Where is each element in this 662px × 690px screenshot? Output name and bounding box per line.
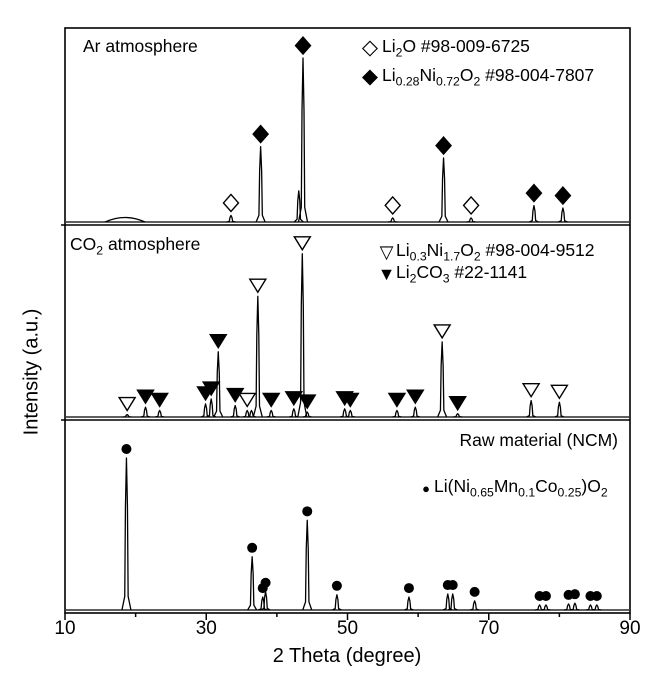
- open-triangle-down-icon: ▽: [379, 242, 394, 262]
- y-axis-label: Intensity (a.u.): [20, 308, 43, 436]
- legend-co2-panel: ▽ Li0.3Ni1.7O2 #98-004-9512 ▼ Li2CO3 #22…: [377, 240, 595, 286]
- filled-triangle-down-icon: ▼: [377, 264, 396, 284]
- x-tick-label-90: 90: [619, 618, 641, 639]
- panel-label-ar-atmosphere: Ar atmosphere: [83, 36, 198, 56]
- panel-label-co2-atmosphere: CO2 atmosphere: [70, 234, 201, 258]
- legend-label-li2co3: Li2CO3 #22-1141: [396, 262, 528, 286]
- x-tick-label-50: 50: [336, 618, 359, 639]
- open-diamond-icon: ◇: [361, 36, 379, 59]
- legend-item-li2o: ◇ Li2O #98-009-6725: [358, 33, 594, 62]
- x-tick-label-70: 70: [478, 618, 500, 639]
- legend-item-li2co3: ▼ Li2CO3 #22-1141: [377, 262, 595, 286]
- legend-label-li03ni17o2: Li0.3Ni1.7O2 #98-004-9512: [396, 240, 595, 264]
- x-axis-label: 2 Theta (degree): [272, 645, 422, 667]
- legend-raw-panel: ● Li(Ni0.65Mn0.1Co0.25)O2: [418, 476, 608, 500]
- legend-item-li03ni17o2: ▽ Li0.3Ni1.7O2 #98-004-9512: [377, 240, 595, 264]
- legend-ar-panel: ◇ Li2O #98-009-6725 ◆ Li0.28Ni0.72O2 #98…: [358, 33, 594, 91]
- legend-label-li028ni072o2: Li0.28Ni0.72O2 #98-004-7807: [382, 64, 595, 89]
- x-tick-label-30: 30: [195, 618, 217, 639]
- legend-label-ncm: Li(Ni0.65Mn0.1Co0.25)O2: [434, 476, 608, 500]
- legend-label-li2o: Li2O #98-009-6725: [382, 35, 530, 60]
- filled-circle-icon: ●: [422, 480, 430, 496]
- legend-item-li028ni072o2: ◆ Li0.28Ni0.72O2 #98-004-7807: [358, 62, 594, 91]
- legend-item-ncm: ● Li(Ni0.65Mn0.1Co0.25)O2: [418, 476, 608, 500]
- x-tick-label-10: 10: [54, 618, 76, 639]
- panel-label-raw-material: Raw material (NCM): [459, 430, 618, 450]
- filled-diamond-icon: ◆: [361, 65, 379, 88]
